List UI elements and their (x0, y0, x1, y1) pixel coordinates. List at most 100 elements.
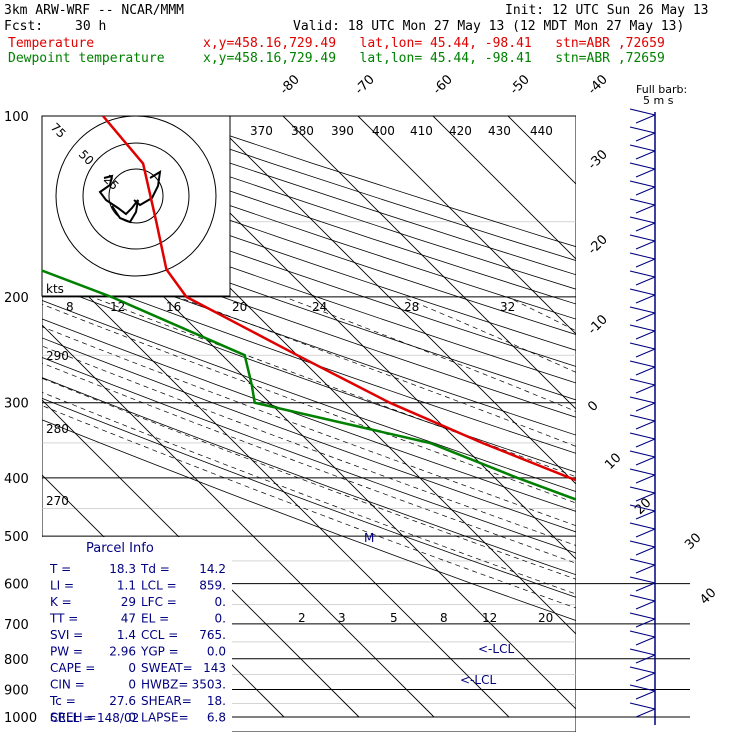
parcel-param-value: 18.3 (109, 562, 136, 576)
wind-barb (629, 162, 656, 178)
dry-adiabat (42, 282, 576, 473)
parcel-param-value: 1.1 (117, 579, 136, 593)
parcel-param-label: SHEAR= (141, 694, 192, 708)
lcl-label: <-LCL (478, 642, 514, 656)
hodograph-trace-upper (133, 170, 162, 207)
isotherm-line (42, 249, 510, 718)
isotherm-line (432, 116, 576, 260)
wind-barb (629, 270, 656, 286)
parcel-param-label: Td = (140, 562, 170, 576)
wind-barb (629, 594, 656, 610)
parcel-param-value: 2.96 (109, 645, 136, 659)
wind-barb (629, 666, 656, 682)
wind-barb (629, 504, 656, 520)
wind-barb (629, 234, 656, 250)
isotherm-line (207, 116, 576, 485)
moist-adiabat (42, 326, 576, 527)
parcel-param-value: 0.0 (207, 645, 226, 659)
parcel-param-label: CCL = (141, 628, 178, 642)
parcel-param-value: 3503. (192, 678, 226, 692)
parcel-param-label: CIN = (50, 678, 85, 692)
parcel-param-label: LFC = (141, 595, 177, 609)
parcel-info-title: Parcel Info (86, 541, 154, 556)
isotherm-line (282, 116, 576, 410)
isotherm-tick-label: -30 (585, 147, 611, 173)
pressure-tick-label: 200 (4, 291, 29, 306)
parcel-param-value: 6.8 (207, 711, 226, 725)
wind-barb (629, 414, 656, 430)
wind-barb (629, 486, 656, 502)
hodograph-speed-label: 16 (166, 300, 181, 314)
parcel-info-panel (42, 537, 232, 732)
hodograph-trace (98, 174, 139, 224)
pressure-tick-label: 900 (4, 683, 29, 698)
theta-label: 440 (530, 124, 553, 138)
isotherm-tick-label: -70 (352, 72, 378, 98)
parcel-cell-label: CELL = 148/02 (50, 711, 139, 725)
parcel-param-label: PW = (50, 645, 83, 659)
dry-adiabat (42, 214, 576, 401)
parcel-param-label: TT = (49, 612, 78, 626)
wind-barb (629, 702, 656, 718)
wind-barb (629, 468, 656, 484)
parcel-param-label: LCL = (141, 579, 177, 593)
parcel-param-label: LI = (50, 579, 74, 593)
wind-barb (629, 558, 656, 574)
forecast-label: Fcst: (4, 19, 44, 34)
mixing-ratio-label: 5 (390, 611, 398, 625)
isotherm-line (42, 399, 360, 718)
isotherm-tick-label: -60 (430, 72, 456, 98)
hodograph-ring (82, 142, 190, 250)
wind-barb (629, 522, 656, 538)
hodograph-speed-label: 32 (500, 300, 515, 314)
theta-label: 390 (331, 124, 354, 138)
lcl-label: <-LCL (460, 673, 496, 687)
dry-adiabat (42, 397, 576, 598)
hodograph-speed-label: 12 (110, 300, 125, 314)
isotherm-line (507, 116, 576, 185)
parcel-param-value: 0. (215, 612, 226, 626)
wind-barb (629, 450, 656, 466)
parcel-param-label: YGP = (140, 645, 179, 659)
parcel-param-value: 859. (199, 579, 226, 593)
dry-adiabat (42, 377, 576, 576)
dry-adiabat (42, 199, 576, 384)
isotherm-tick-label: 0 (585, 398, 601, 414)
hodograph-speed-label: 28 (404, 300, 419, 314)
wind-barb (629, 540, 656, 556)
parcel-param-value: 0 (128, 661, 136, 675)
hodograph-speed-label: 20 (232, 300, 247, 314)
dry-adiabat (42, 337, 576, 533)
theta-e-label: 270 (46, 494, 69, 508)
wind-barb (629, 252, 656, 268)
model-title: 3km ARW-WRF -- NCAR/MMM (4, 3, 185, 18)
mixing-ratio-label: 12 (482, 611, 497, 625)
wind-barb (629, 144, 656, 160)
parcel-param-value: 18. (207, 694, 226, 708)
wind-barb (629, 576, 656, 592)
hodograph-ring (55, 115, 217, 277)
parcel-param-label: EL = (141, 612, 169, 626)
theta-label: 410 (410, 124, 433, 138)
parcel-param-value: 143 (203, 661, 226, 675)
isotherm-tick-label: 10 (602, 451, 624, 473)
isotherm-tick-label: -50 (507, 72, 533, 98)
parcel-param-label: HWBZ= (141, 678, 188, 692)
temperature-profile (102, 116, 576, 482)
theta-e-label: 290 (46, 349, 69, 363)
theta-label: 400 (372, 124, 395, 138)
isotherm-line (733, 116, 740, 717)
parcel-param-value: 0. (215, 595, 226, 609)
pressure-tick-label: 600 (4, 578, 29, 593)
pressure-tick-label: 800 (4, 653, 29, 668)
mixing-ratio-label: 3 (338, 611, 346, 625)
isotherm-tick-label: -80 (277, 72, 303, 98)
wind-barb (629, 324, 656, 340)
isotherm-tick-label: -40 (585, 72, 611, 98)
parcel-param-value: 47 (121, 612, 136, 626)
parcel-param-value: 1.4 (117, 628, 136, 642)
wind-barb (629, 198, 656, 214)
isotherm-tick-label: 30 (682, 531, 704, 553)
pressure-tick-label: 400 (4, 472, 29, 487)
